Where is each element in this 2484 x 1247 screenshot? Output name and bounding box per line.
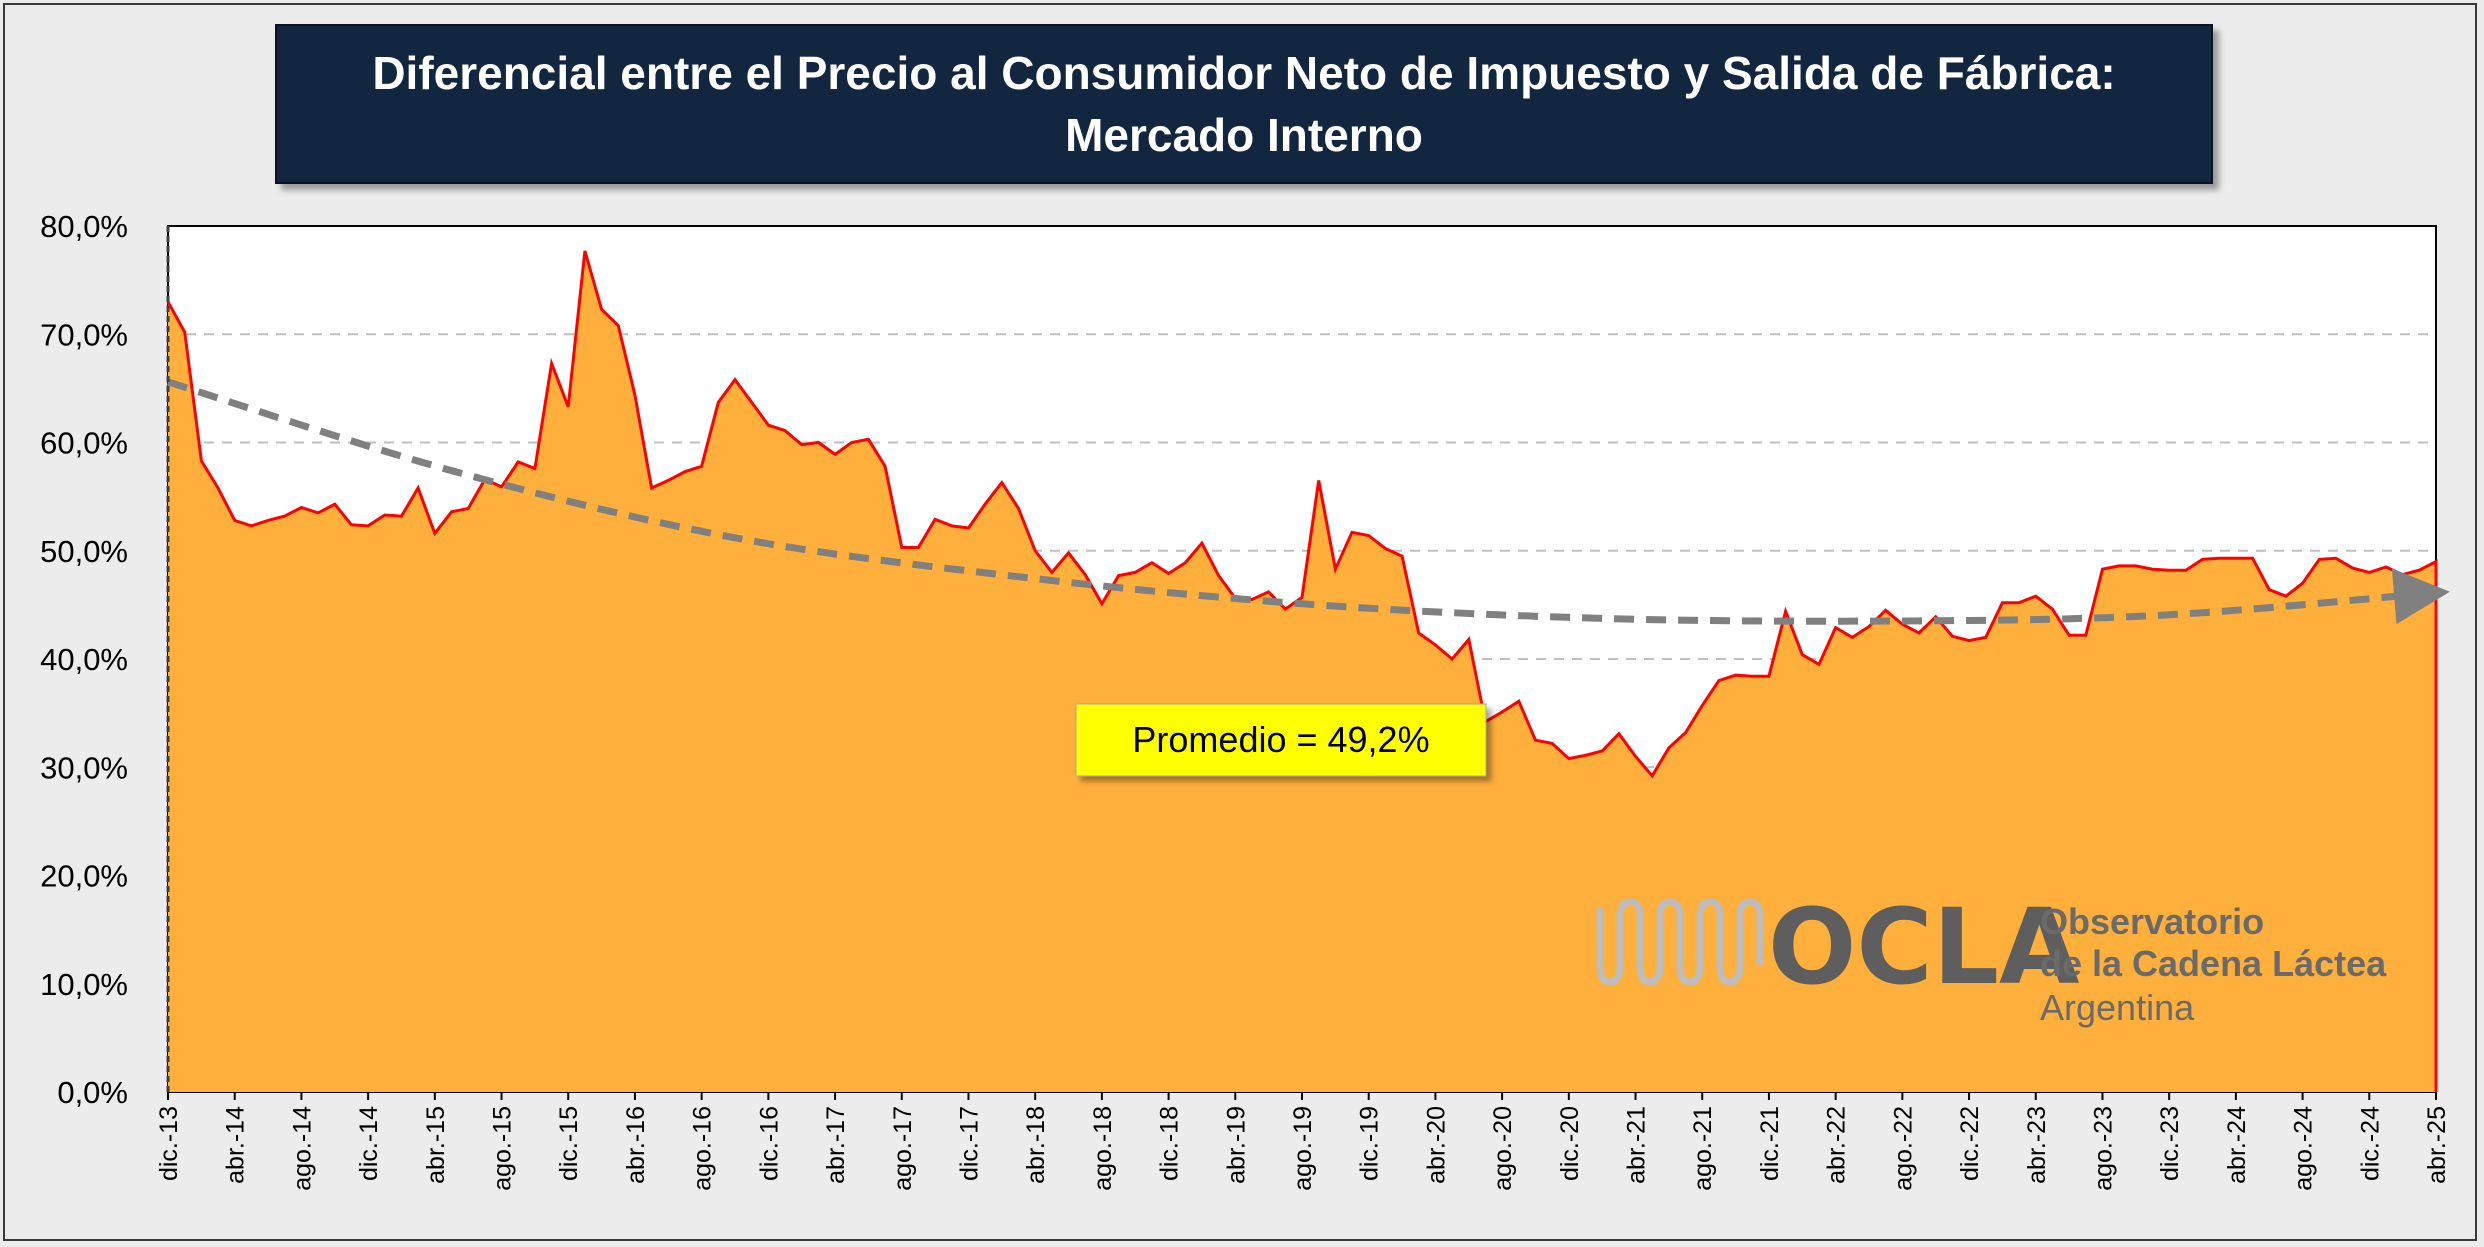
x-tick-label: ago.-16 [689,1106,717,1191]
x-tick-label: abr.-22 [1823,1106,1851,1184]
x-tick-label: dic.-21 [1756,1106,1784,1181]
annotation-box [1075,703,1487,777]
chart-title-line2: Mercado Interno [1065,109,1423,161]
x-tick-label: dic.-14 [355,1106,383,1181]
x-tick-label: ago.-14 [288,1106,316,1191]
y-tick-label: 0,0% [57,1075,128,1110]
x-tick-label: dic.-19 [1356,1106,1384,1181]
annotation-label: Promedio = 49,2% [1132,719,1429,760]
y-tick-label: 50,0% [40,534,128,569]
y-tick-label: 70,0% [40,317,128,352]
chart-title-line1: Diferencial entre el Precio al Consumido… [372,47,2116,99]
x-tick-label: ago.-23 [2089,1106,2117,1191]
logo-acronym: OCLA [1768,886,2080,1008]
x-tick-label: abr.-24 [2223,1106,2251,1184]
x-tick-label: abr.-15 [422,1106,450,1184]
trend-line [166,378,2450,625]
x-tick-label: ago.-21 [1689,1106,1717,1191]
x-tick-label: abr.-18 [1022,1106,1050,1184]
chart-title: Diferencial entre el Precio al Consumido… [275,24,2213,184]
x-tick-label: abr.-19 [1222,1106,1250,1184]
y-tick-label: 10,0% [40,967,128,1002]
y-tick-label: 30,0% [40,750,128,785]
x-tick-label: abr.-16 [622,1106,650,1184]
x-tick-label: ago.-15 [489,1106,517,1191]
x-tick-label: dic.-17 [955,1106,983,1181]
x-axis-ticks: dic.-13 abr.-14 ago.-14 dic.-14 abr.-15 ago.-… [155,1092,2451,1191]
x-tick-label: dic.-20 [1556,1106,1584,1181]
x-tick-label: dic.-22 [1956,1106,1984,1181]
y-tick-label: 40,0% [40,642,128,677]
milk-wave-icon [1596,898,1764,986]
y-tick-label: 60,0% [40,426,128,461]
x-tick-label: abr.-14 [222,1106,250,1184]
logo-line1: Observatorio [2040,901,2264,942]
x-tick-label: ago.-22 [1889,1106,1917,1191]
x-tick-label: ago.-24 [2290,1106,2318,1191]
ocla-logo: OCLA Observatorio de la Cadena Láctea Ar… [1596,886,2387,1028]
x-tick-label: ago.-18 [1089,1106,1117,1191]
y-tick-label: 20,0% [40,859,128,894]
x-tick-label: dic.-15 [555,1106,583,1181]
x-tick-label: dic.-24 [2356,1106,2384,1181]
x-tick-label: abr.-17 [822,1106,850,1184]
x-tick-label: ago.-19 [1289,1106,1317,1191]
x-tick-label: dic.-18 [1156,1106,1184,1181]
y-axis-ticks: 0,0% 10,0% 20,0% 30,0% 40,0% 50,0% 60,0% 70,0% 8… [40,209,128,1110]
x-tick-label: dic.-23 [2156,1106,2184,1181]
x-tick-label: abr.-25 [2423,1106,2451,1184]
x-tick-label: dic.-16 [755,1106,783,1181]
data-area [168,250,2436,1092]
x-tick-label: ago.-20 [1489,1106,1517,1191]
logo-line3: Argentina [2040,987,2195,1028]
x-tick-label: abr.-23 [2023,1106,2051,1184]
logo-line2: de la Cadena Láctea [2040,943,2387,984]
y-tick-label: 80,0% [40,209,128,244]
data-line [166,250,2438,1092]
x-tick-label: abr.-20 [1422,1106,1450,1184]
x-tick-label: abr.-21 [1623,1106,1651,1184]
x-tick-label: dic.-13 [155,1106,183,1181]
x-tick-label: ago.-17 [889,1106,917,1191]
average-annotation: Promedio = 49,2% [1075,703,1487,777]
